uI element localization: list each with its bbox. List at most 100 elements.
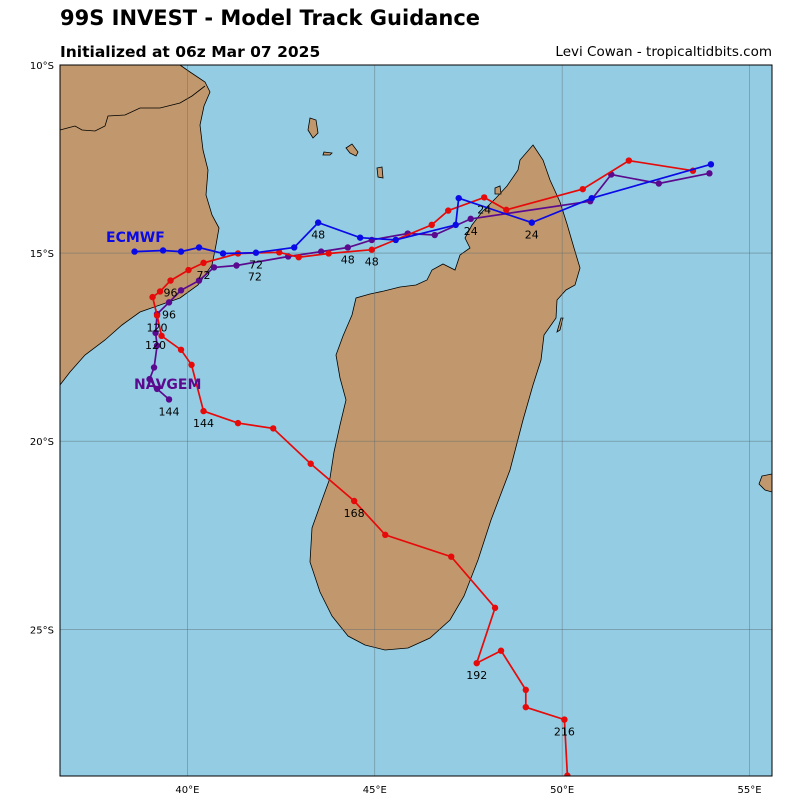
track-point — [185, 266, 192, 274]
track-point — [314, 219, 322, 226]
track-point — [445, 207, 452, 214]
track-point — [588, 194, 595, 202]
track-point — [625, 157, 633, 164]
forecast-hour-label: 24 — [525, 229, 539, 242]
track-point — [561, 716, 568, 723]
track-point — [325, 250, 332, 257]
track-point — [153, 385, 161, 393]
track-point — [270, 425, 277, 432]
track-point — [234, 419, 242, 427]
track-point — [152, 329, 159, 337]
track-point — [356, 234, 364, 241]
forecast-hour-label: 168 — [344, 507, 365, 520]
track-point — [307, 460, 314, 467]
track-point — [158, 332, 165, 340]
track-point — [291, 244, 298, 251]
track-point — [195, 277, 203, 284]
lon-tick-label: 50°E — [550, 785, 574, 796]
forecast-hour-label: 24 — [477, 203, 491, 216]
track-point — [195, 244, 203, 251]
track-labels: 2448729612014424487296120144168192216244… — [106, 203, 575, 738]
track-point — [497, 647, 505, 654]
track-point — [706, 170, 713, 177]
track-point — [276, 249, 283, 256]
track-point — [503, 206, 510, 214]
track-point — [392, 236, 399, 244]
lat-lon-grid — [60, 65, 772, 776]
madagascar — [309, 144, 581, 651]
track-point — [564, 772, 571, 776]
track-point — [188, 361, 195, 369]
forecast-hour-label: 120 — [147, 322, 168, 335]
track-point — [522, 686, 529, 694]
track-point — [473, 659, 480, 667]
forecast-hour-label: 216 — [554, 726, 575, 739]
track-point — [455, 194, 462, 202]
lat-tick-label: 10°S — [30, 61, 54, 72]
map-frame — [59, 64, 773, 777]
land-layer — [60, 65, 772, 651]
track-point — [165, 299, 173, 306]
track-point — [149, 293, 156, 301]
init-time-subtitle: Initialized at 06z Mar 07 2025 — [60, 43, 321, 61]
map-title: 99S INVEST - Model Track Guidance — [60, 6, 481, 30]
track-point — [428, 221, 435, 229]
track-point — [165, 396, 173, 403]
comoros-anjouan — [345, 143, 359, 157]
track-point — [156, 288, 164, 295]
reunion-edge — [758, 473, 772, 493]
track-point — [295, 254, 302, 261]
track-point — [528, 219, 535, 226]
track-point — [481, 194, 488, 201]
track-point — [146, 375, 153, 383]
track-point — [382, 531, 389, 539]
africa-inland-border — [60, 85, 206, 132]
forecast-hour-label: 192 — [466, 669, 487, 682]
comoros-grande — [307, 117, 319, 139]
track-point — [200, 259, 207, 267]
model-name-label: ECMWF — [106, 230, 165, 246]
track-point — [252, 249, 260, 256]
forecast-hour-label: 120 — [145, 339, 166, 352]
track-point — [233, 262, 240, 269]
track-point — [153, 312, 161, 319]
track-point — [219, 250, 227, 257]
forecast-hour-label: 144 — [193, 417, 214, 430]
track-point — [317, 248, 325, 255]
track-point — [177, 346, 185, 353]
lon-tick-label: 45°E — [363, 785, 387, 796]
track-point — [167, 277, 174, 284]
track-point — [159, 247, 167, 254]
track-point — [491, 604, 499, 612]
track-point — [131, 248, 138, 255]
forecast-hour-label: 24 — [464, 225, 478, 238]
model-tracks — [131, 157, 715, 776]
lat-tick-label: 25°S — [30, 625, 54, 636]
track-point — [707, 161, 715, 168]
lon-tick-label: 55°E — [737, 785, 761, 796]
forecast-hour-label: 72 — [249, 259, 263, 272]
track-point — [344, 244, 351, 251]
africa-coast — [60, 65, 220, 386]
track-point — [177, 287, 185, 294]
forecast-hour-label: 48 — [365, 256, 379, 269]
lat-tick-label: 15°S — [30, 249, 54, 260]
track-point — [368, 246, 375, 253]
forecast-hour-label: 48 — [341, 253, 355, 266]
axis-ticks: 40°E 45°E 50°E 55°E 10°S 15°S 20°S 25°S — [30, 61, 762, 796]
forecast-hour-label: 48 — [311, 229, 325, 242]
track-point — [467, 215, 474, 223]
track-point — [522, 703, 529, 711]
track-point — [177, 248, 185, 255]
track-point — [150, 364, 158, 371]
lon-tick-label: 40°E — [175, 785, 199, 796]
track-point — [350, 497, 358, 505]
forecast-hour-label: 144 — [159, 405, 180, 418]
track-point — [579, 185, 586, 193]
track-point — [448, 553, 455, 560]
forecast-hour-label: 72 — [197, 269, 211, 282]
lat-tick-label: 20°S — [30, 437, 54, 448]
model-name-label: NAVGEM — [134, 377, 201, 393]
forecast-hour-label: 72 — [248, 270, 262, 283]
